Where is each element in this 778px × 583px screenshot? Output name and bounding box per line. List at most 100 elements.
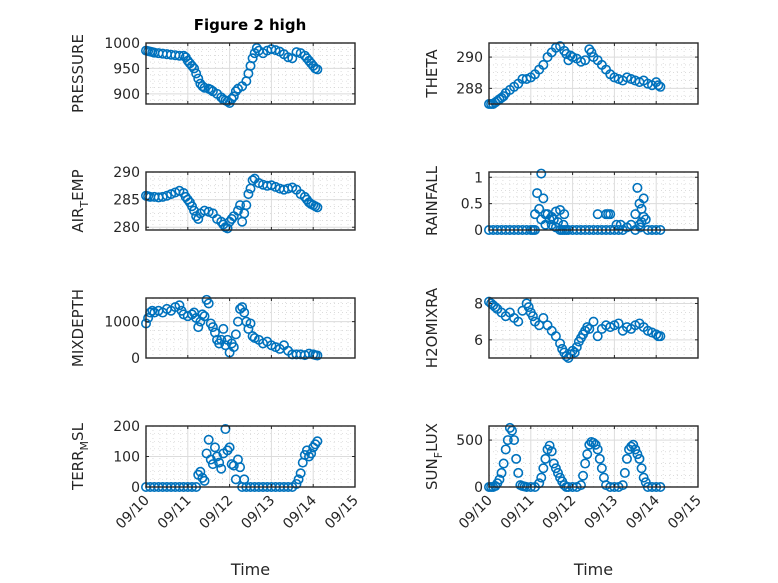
data-point [635, 222, 646, 233]
data-point [636, 217, 647, 228]
y-tick-label: 1000 [104, 315, 140, 331]
data-point [550, 331, 561, 342]
data-point [189, 63, 200, 74]
data-point [230, 86, 241, 97]
data-point [193, 213, 204, 224]
data-point [575, 480, 586, 491]
data-point [632, 182, 643, 193]
x-tick-label: 09/12 [540, 493, 580, 533]
y-tick-label: 200 [113, 419, 140, 435]
data-point [605, 209, 616, 220]
data-point [293, 474, 304, 485]
data-point [592, 331, 603, 342]
data-point [559, 209, 570, 220]
data-point [527, 311, 538, 322]
x-axis-label: Time [230, 560, 270, 579]
data-point [235, 200, 246, 211]
data-point [636, 463, 647, 474]
data-point [621, 453, 632, 464]
data-point [502, 435, 513, 446]
plot-area [489, 426, 698, 487]
axes-box [488, 297, 699, 359]
data-point [199, 311, 210, 322]
data-point [582, 449, 593, 460]
x-tick-label: 09/15 [322, 493, 362, 533]
data-point [536, 168, 547, 179]
data-point [523, 302, 534, 313]
data-point [243, 323, 254, 334]
data-point [498, 458, 509, 469]
data-point [513, 467, 524, 478]
data-point [536, 472, 547, 483]
data-point [596, 463, 607, 474]
data-point [147, 305, 158, 316]
y-axis-label: AIRTEMP [69, 169, 91, 232]
data-point [189, 205, 200, 216]
y-tick-label: 6 [474, 333, 483, 349]
y-axis-label: H2OMIXRA [423, 287, 441, 368]
data-point [634, 453, 645, 464]
axes-box [145, 42, 356, 105]
data-point [230, 329, 241, 340]
y-tick-label: 900 [113, 87, 140, 103]
axes-box [488, 425, 699, 488]
x-tick-label: 09/14 [280, 492, 320, 532]
data-point [220, 424, 231, 435]
data-point [580, 55, 591, 66]
data-point [546, 446, 557, 457]
data-point [228, 342, 239, 353]
y-tick-label: 280 [113, 220, 140, 236]
data-point [504, 422, 515, 433]
data-point [199, 82, 210, 93]
data-point [590, 439, 601, 450]
data-point [538, 312, 549, 323]
axes-box [488, 171, 699, 231]
x-tick-label: 09/13 [581, 493, 621, 533]
data-point [251, 43, 262, 54]
data-point [638, 472, 649, 483]
panel-theta: 288 290 THETA [423, 41, 699, 110]
data-point [143, 312, 154, 323]
y-tick-label: 290 [113, 165, 140, 181]
x-tick-label: 09/10 [456, 493, 496, 533]
x-tick-label: 09/11 [498, 493, 538, 533]
data-point [226, 213, 237, 224]
data-point [532, 188, 543, 199]
x-axis-label: Time [573, 560, 613, 579]
data-point [203, 298, 214, 309]
data-point [207, 459, 218, 470]
data-point [655, 81, 666, 92]
y-axis-label: SUNFLUX [423, 423, 445, 490]
data-point [239, 307, 250, 318]
data-point [628, 439, 639, 450]
y-tick-label: 0 [131, 480, 140, 496]
data-point [199, 475, 210, 486]
x-tick-label: 09/11 [155, 493, 195, 533]
panel-pressure: 900 950 1000 PRESSURE [69, 34, 356, 113]
data-point [247, 53, 258, 64]
data-point [312, 64, 323, 75]
data-point [638, 211, 649, 222]
data-point [241, 200, 252, 211]
data-point [538, 59, 549, 70]
data-point [197, 309, 208, 320]
data-point [312, 436, 323, 447]
data-point [186, 60, 197, 71]
data-point [235, 462, 246, 473]
x-tick-label: 09/15 [665, 493, 705, 533]
data-point [218, 323, 229, 334]
y-tick-label: 0 [131, 351, 140, 367]
x-tick-label: 09/13 [238, 493, 278, 533]
data-point [226, 93, 237, 104]
data-point [619, 467, 630, 478]
data-point [494, 474, 505, 485]
axes-box [145, 297, 356, 359]
data-point [611, 219, 622, 230]
data-point [550, 463, 561, 474]
data-point [226, 459, 237, 470]
x-tick-label: 09/10 [113, 493, 153, 533]
data-point [207, 322, 218, 333]
data-point [615, 219, 626, 230]
data-point [243, 189, 254, 200]
